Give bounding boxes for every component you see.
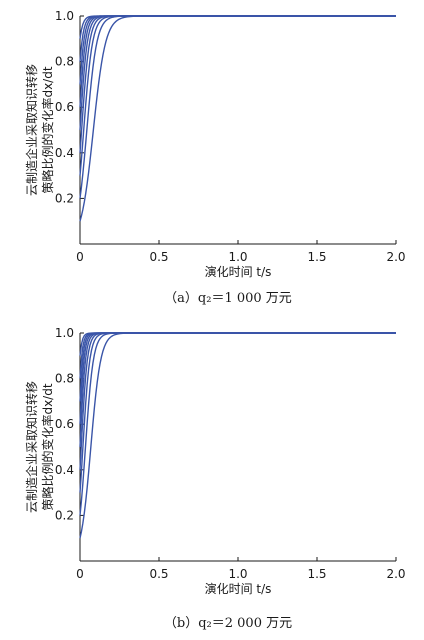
series-line [79, 15, 396, 85]
y-tick-label: 0.4 [55, 146, 74, 160]
y-axis-label: 云制造企业采取知识转移 [24, 381, 39, 513]
y-tick-label: 1.0 [55, 326, 74, 340]
x-axis-label: 演化时间 t/s [205, 581, 272, 596]
series-line [79, 15, 396, 131]
series-line [79, 332, 396, 448]
series-line [79, 15, 396, 222]
x-tick-label: 0.5 [149, 567, 168, 581]
y-axis-label: 策略比例的变化率dx/dt [40, 66, 55, 193]
series-line [79, 332, 396, 425]
series-line [79, 15, 396, 199]
series-line [79, 332, 396, 539]
y-tick-label: 0.6 [55, 417, 74, 431]
x-tick-label: 1.0 [228, 250, 247, 264]
y-tick-label: 0.8 [55, 372, 74, 386]
y-axis-label: 云制造企业采取知识转移 [24, 64, 39, 196]
x-tick-label: 1.0 [228, 567, 247, 581]
series-line [79, 332, 396, 470]
x-axis-label: 演化时间 t/s [205, 264, 272, 279]
x-tick-label: 2.0 [386, 250, 405, 264]
series-line [79, 332, 396, 493]
series-line [79, 332, 396, 402]
series-line [79, 332, 396, 379]
y-tick-label: 0.6 [55, 100, 74, 114]
y-tick-label: 1.0 [55, 9, 74, 23]
series-line [79, 15, 396, 176]
series-line [79, 332, 396, 356]
panel-caption: （b）q₂＝2 000 万元 [164, 616, 292, 631]
series-line [79, 15, 396, 108]
series-line [79, 15, 396, 62]
x-tick-label: 0 [76, 250, 84, 264]
y-tick-label: 0.8 [55, 55, 74, 69]
x-tick-label: 1.5 [307, 250, 326, 264]
y-tick-label: 0.2 [55, 508, 74, 522]
series-line [79, 15, 396, 39]
x-tick-label: 0 [76, 567, 84, 581]
series-line [79, 332, 396, 516]
y-tick-label: 0.4 [55, 463, 74, 477]
x-tick-label: 1.5 [307, 567, 326, 581]
panel-caption: （a）q₂＝1 000 万元 [164, 291, 292, 306]
y-axis-label: 策略比例的变化率dx/dt [40, 383, 55, 510]
series-line [79, 15, 396, 153]
x-tick-label: 2.0 [386, 567, 405, 581]
y-tick-label: 0.2 [55, 191, 74, 205]
x-tick-label: 0.5 [149, 250, 168, 264]
